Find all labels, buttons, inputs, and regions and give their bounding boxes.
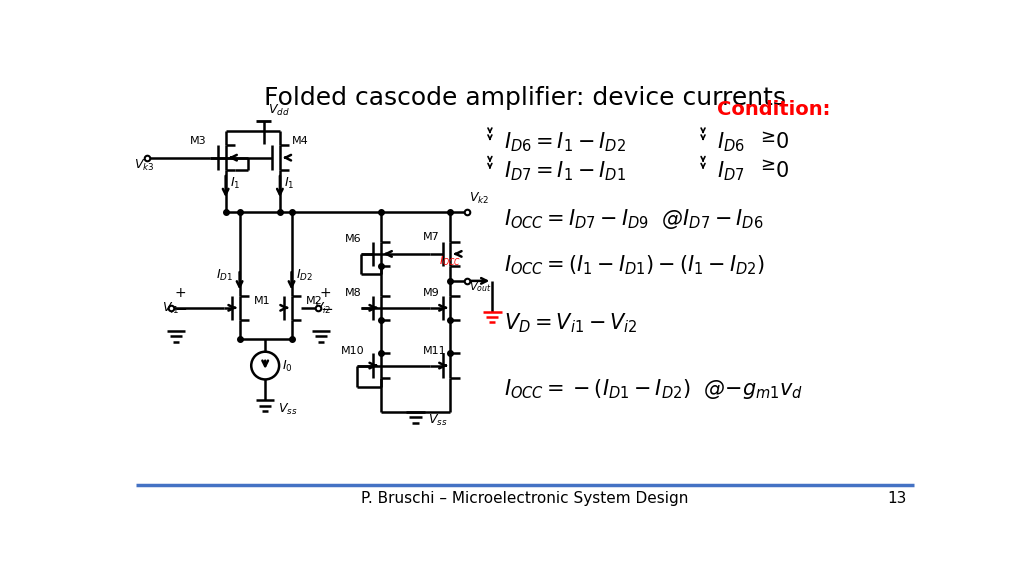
Text: M3: M3	[190, 136, 207, 146]
Text: $V_{out}$: $V_{out}$	[469, 280, 492, 294]
Text: $-$: $-$	[174, 300, 187, 314]
Text: +: +	[319, 286, 331, 300]
Text: $V_{ss}$: $V_{ss}$	[278, 401, 297, 416]
Text: Folded cascode amplifier: device currents: Folded cascode amplifier: device current…	[264, 86, 785, 110]
Text: $I_{OCC} = -  (I_{D1} -  I_{D2})$  @$-  g_{m1}v_d$: $I_{OCC} = - (I_{D1} - I_{D2})$ @$- g_{m…	[504, 377, 803, 401]
Text: $V_{i1}$: $V_{i1}$	[162, 301, 180, 316]
Text: M9: M9	[423, 288, 439, 298]
Text: M8: M8	[345, 288, 361, 298]
Text: $I_1$: $I_1$	[229, 176, 240, 191]
Text: $V_{k3}$: $V_{k3}$	[134, 158, 155, 173]
Text: $I_{OCC}$: $I_{OCC}$	[439, 254, 462, 268]
Text: $I_{D2}$: $I_{D2}$	[296, 268, 313, 283]
Text: $V_{dd}$: $V_{dd}$	[267, 103, 289, 118]
Text: M7: M7	[423, 232, 439, 242]
Text: M6: M6	[345, 234, 361, 244]
Text: $0$: $0$	[775, 132, 790, 152]
Text: $\geq$: $\geq$	[758, 156, 776, 175]
Text: $I_{OCC} = I_{D7} -  I_{D9}$  @$I_{D7} -  I_{D6}$: $I_{OCC} = I_{D7} - I_{D9}$ @$I_{D7} - I…	[504, 207, 763, 232]
Text: $0$: $0$	[775, 161, 790, 181]
Text: $I_{D7}$: $I_{D7}$	[717, 159, 744, 183]
Text: $V_{k2}$: $V_{k2}$	[469, 191, 489, 206]
Text: Condition:: Condition:	[717, 100, 830, 119]
Text: $I_{OCC} = (I_1 -  I_{D1}) -  (I_1 -  I_{D2})$: $I_{OCC} = (I_1 - I_{D1}) - (I_1 - I_{D2…	[504, 253, 765, 277]
Text: P. Bruschi – Microelectronic System Design: P. Bruschi – Microelectronic System Desi…	[361, 491, 688, 506]
Text: $I_{D6}$: $I_{D6}$	[717, 131, 744, 154]
Text: $I_{D6} = I_1 -  I_{D2}$: $I_{D6} = I_1 - I_{D2}$	[504, 131, 626, 154]
Text: $-$: $-$	[321, 300, 334, 314]
Text: M4: M4	[292, 136, 309, 146]
Text: $I_1$: $I_1$	[284, 176, 294, 191]
Text: M1: M1	[254, 296, 270, 306]
Text: $I_{D1}$: $I_{D1}$	[216, 268, 233, 283]
Text: $I_{D7} = I_1 -  I_{D1}$: $I_{D7} = I_1 - I_{D1}$	[504, 159, 626, 183]
Text: M10: M10	[341, 346, 365, 356]
Text: M11: M11	[423, 346, 446, 356]
Text: M2: M2	[305, 296, 323, 306]
Text: $V_{i2}$: $V_{i2}$	[314, 301, 332, 316]
Text: +: +	[174, 286, 186, 300]
Text: $\geq$: $\geq$	[758, 128, 776, 146]
Text: $V_D = V_{i1} -  V_{i2}$: $V_D = V_{i1} - V_{i2}$	[504, 312, 638, 335]
Text: 13: 13	[888, 491, 907, 506]
Text: $I_0$: $I_0$	[283, 358, 293, 373]
Text: $V_{ss}$: $V_{ss}$	[428, 413, 447, 428]
